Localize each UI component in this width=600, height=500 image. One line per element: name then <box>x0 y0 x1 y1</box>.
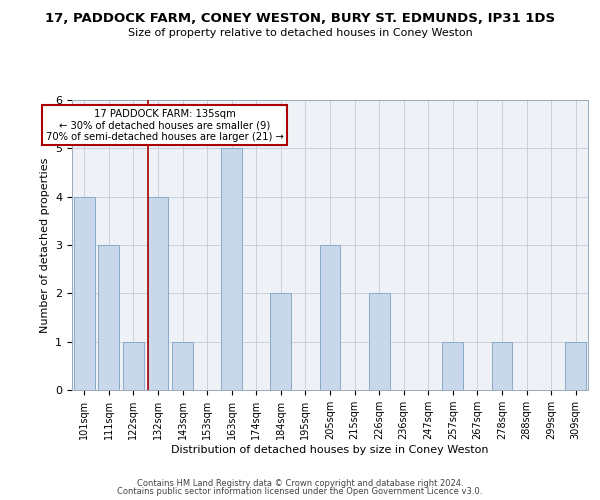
X-axis label: Distribution of detached houses by size in Coney Weston: Distribution of detached houses by size … <box>171 445 489 455</box>
Bar <box>74 196 95 390</box>
Bar <box>565 342 586 390</box>
Bar <box>123 342 144 390</box>
Text: Size of property relative to detached houses in Coney Weston: Size of property relative to detached ho… <box>128 28 472 38</box>
Text: 17, PADDOCK FARM, CONEY WESTON, BURY ST. EDMUNDS, IP31 1DS: 17, PADDOCK FARM, CONEY WESTON, BURY ST.… <box>45 12 555 26</box>
Bar <box>491 342 512 390</box>
Bar <box>148 196 169 390</box>
Bar <box>98 245 119 390</box>
Text: 17 PADDOCK FARM: 135sqm
← 30% of detached houses are smaller (9)
70% of semi-det: 17 PADDOCK FARM: 135sqm ← 30% of detache… <box>46 108 284 142</box>
Bar <box>442 342 463 390</box>
Bar <box>271 294 292 390</box>
Y-axis label: Number of detached properties: Number of detached properties <box>40 158 50 332</box>
Bar <box>368 294 389 390</box>
Text: Contains HM Land Registry data © Crown copyright and database right 2024.: Contains HM Land Registry data © Crown c… <box>137 478 463 488</box>
Text: Contains public sector information licensed under the Open Government Licence v3: Contains public sector information licen… <box>118 487 482 496</box>
Bar <box>221 148 242 390</box>
Bar <box>172 342 193 390</box>
Bar <box>320 245 340 390</box>
